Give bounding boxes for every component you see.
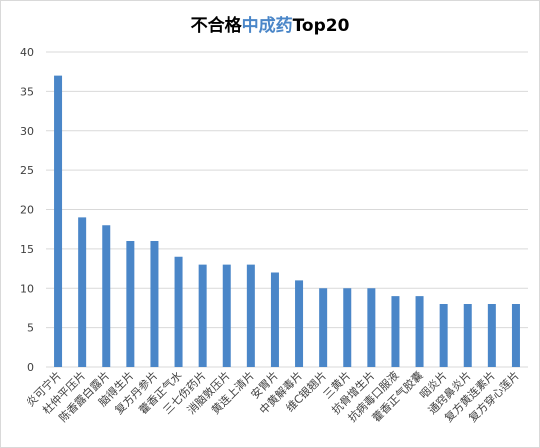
y-tick-label: 30 [20, 125, 34, 138]
chart-title-part-0: 不合格 [190, 16, 242, 36]
y-tick-label: 5 [27, 322, 34, 335]
bar-18 [463, 304, 472, 367]
y-tick-label: 20 [20, 204, 34, 217]
y-tick-label: 15 [20, 243, 34, 256]
y-tick-label: 40 [20, 46, 34, 59]
y-tick-label: 25 [20, 164, 34, 177]
bar-9 [246, 264, 255, 367]
chart-title: 不合格中成药Top20 [1, 11, 539, 36]
bar-5 [150, 241, 159, 367]
bar-16 [415, 296, 424, 367]
bar-20 [511, 304, 520, 367]
y-tick-label: 35 [20, 85, 34, 98]
bar-15 [391, 296, 400, 367]
bar-10 [270, 272, 279, 367]
chart-title-part-1: 中成药 [241, 16, 293, 36]
bar-6 [174, 256, 183, 367]
bar-2 [78, 217, 87, 367]
bar-19 [487, 304, 496, 367]
bar-8 [222, 264, 231, 367]
bar-13 [343, 288, 352, 367]
bar-17 [439, 304, 448, 367]
bar-7 [198, 264, 207, 367]
bar-1 [54, 75, 63, 367]
bar-3 [102, 225, 111, 367]
bar-14 [367, 288, 376, 367]
chart-title-part-2: Top20 [292, 16, 350, 36]
y-tick-label: 10 [20, 282, 34, 295]
bar-4 [126, 241, 135, 367]
y-tick-label: 0 [27, 361, 34, 374]
bar-12 [319, 288, 328, 367]
bar-11 [295, 280, 304, 367]
